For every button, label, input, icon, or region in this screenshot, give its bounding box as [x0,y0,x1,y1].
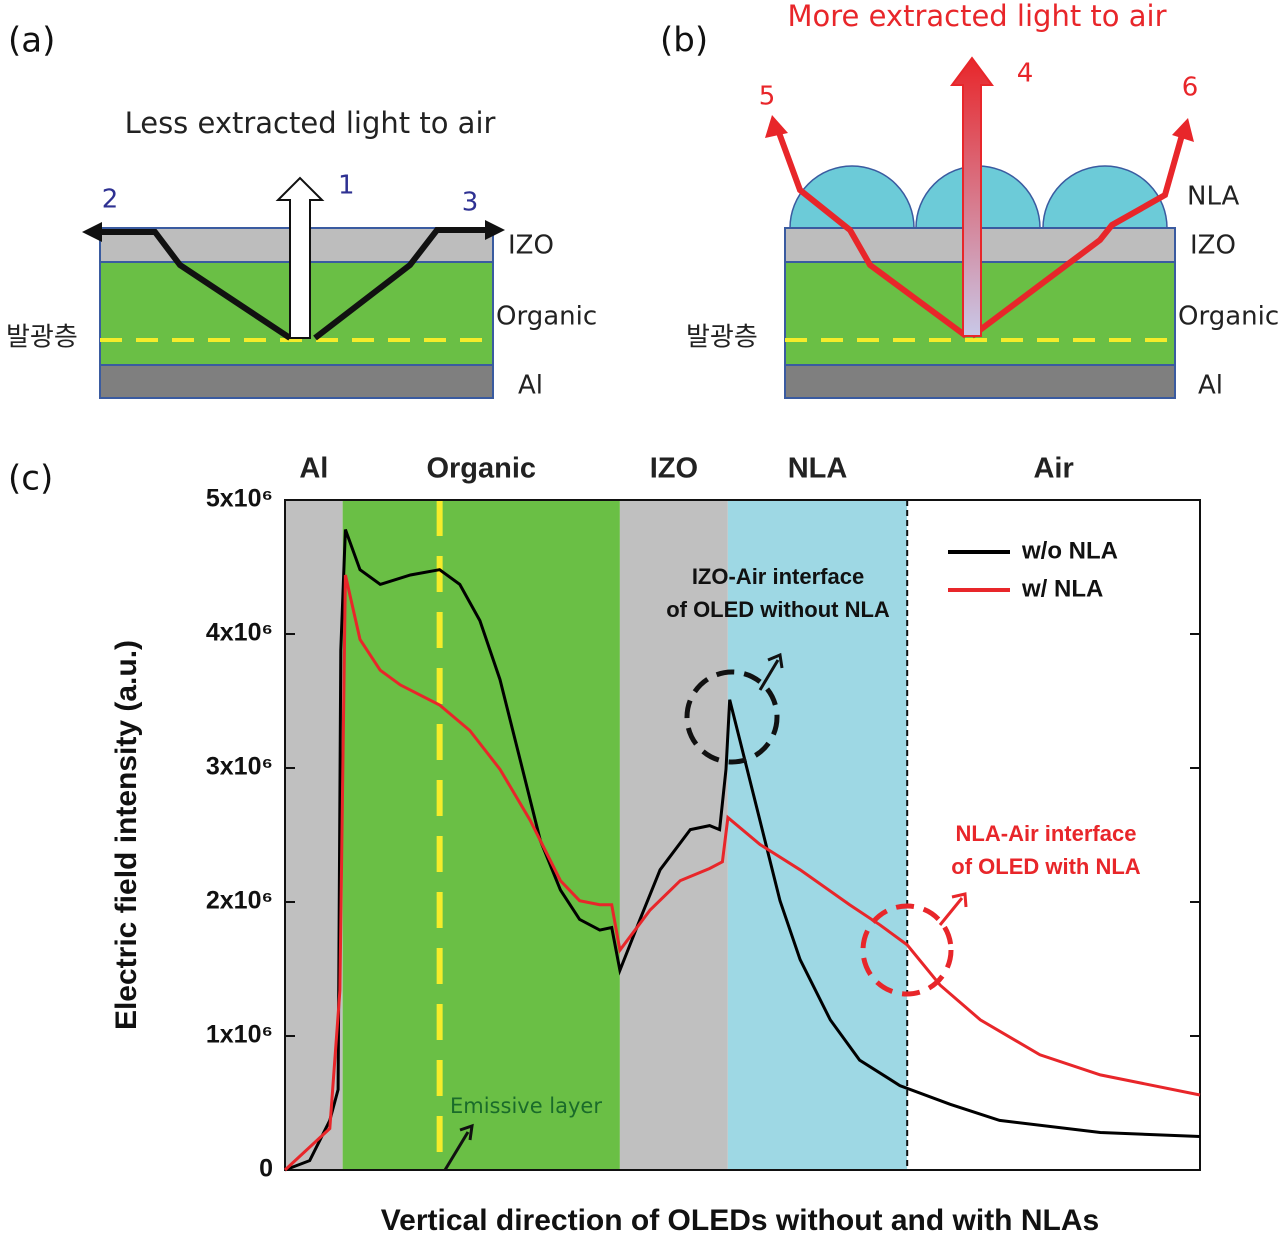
caption: Less extracted light to air [125,106,496,140]
layer-label: Al [1198,371,1223,401]
y-tick-label: 5x10⁶ [206,485,273,513]
annotation: IZO-Air interface [692,564,864,589]
pointer-arrow [443,1123,474,1171]
region [727,500,908,1170]
region-label: Organic [426,453,536,485]
legend-label: w/o NLA [1021,537,1118,564]
ray-label: 2 [102,185,119,215]
ray-label: 3 [462,188,479,218]
y-tick-label: 1x10⁶ [206,1021,273,1049]
ray [95,229,292,341]
layer-label: Organic [1178,302,1279,332]
y-tick-label: 3x10⁶ [206,753,273,781]
ray-up [950,56,994,337]
layer-label: Organic [496,302,597,332]
y-tick-label: 4x10⁶ [206,619,273,647]
annotation: of OLED without NLA [666,597,890,622]
plot-frame [284,499,1201,1171]
ray-up [275,176,325,339]
chart: Al Organic IZO NLA Air Emissive layer 0 1x10⁶ 2x… [8,453,1201,1237]
annotation-circle [860,903,954,997]
arrow-head [1172,118,1194,142]
region [619,500,728,1170]
emitter-label: 발광층 [686,323,758,353]
series-line [283,574,1201,1172]
pointer-arrow [938,892,968,926]
pointer-arrow [758,652,784,691]
annotation: of OLED with NLA [951,854,1141,879]
annotation-circle [684,669,780,765]
panel-label: (b) [660,21,708,61]
caption: More extracted light to air [787,0,1166,33]
arrow-head [765,115,788,138]
y-axis-label: Electric field intensity (a.u.) [110,640,143,1030]
y-tick-label: 2x10⁶ [206,887,273,915]
panel-label: (a) [8,21,55,61]
panel-b: (b) More extracted light to air 4 5 6 NL… [660,0,1279,401]
annotation: NLA-Air interface [956,821,1137,846]
region-label: IZO [650,453,698,485]
ray-label: 6 [1182,73,1199,103]
layer-label: IZO [508,231,554,261]
region-label: Al [299,453,328,485]
layer-label: IZO [1190,231,1236,261]
x-axis-label: Vertical direction of OLEDs without and … [381,1204,1099,1237]
panel-a: (a) Less extracted light to air 1 2 3 IZ… [6,21,597,401]
region [342,500,620,1170]
arrow-head [485,220,505,240]
al-layer [99,364,494,399]
emitter-label: 발광층 [6,323,78,353]
ray [775,128,968,339]
ray-label: 4 [1017,59,1034,89]
region-label: NLA [788,453,848,485]
ray-label: 5 [759,82,776,112]
layer-label: Al [518,371,543,401]
panel-label: (c) [8,459,53,499]
y-tick-label: 0 [259,1155,273,1183]
layer-label: NLA [1187,182,1240,212]
region-label: Air [1033,453,1073,485]
arrow-head [82,222,102,242]
series-line [284,528,1201,1172]
region [285,500,343,1170]
emissive-label: Emissive layer [450,1094,602,1118]
ray [970,134,1185,339]
ray [313,227,492,341]
ray-label: 1 [338,171,355,201]
legend-label: w/ NLA [1021,575,1103,602]
al-layer [784,364,1176,399]
